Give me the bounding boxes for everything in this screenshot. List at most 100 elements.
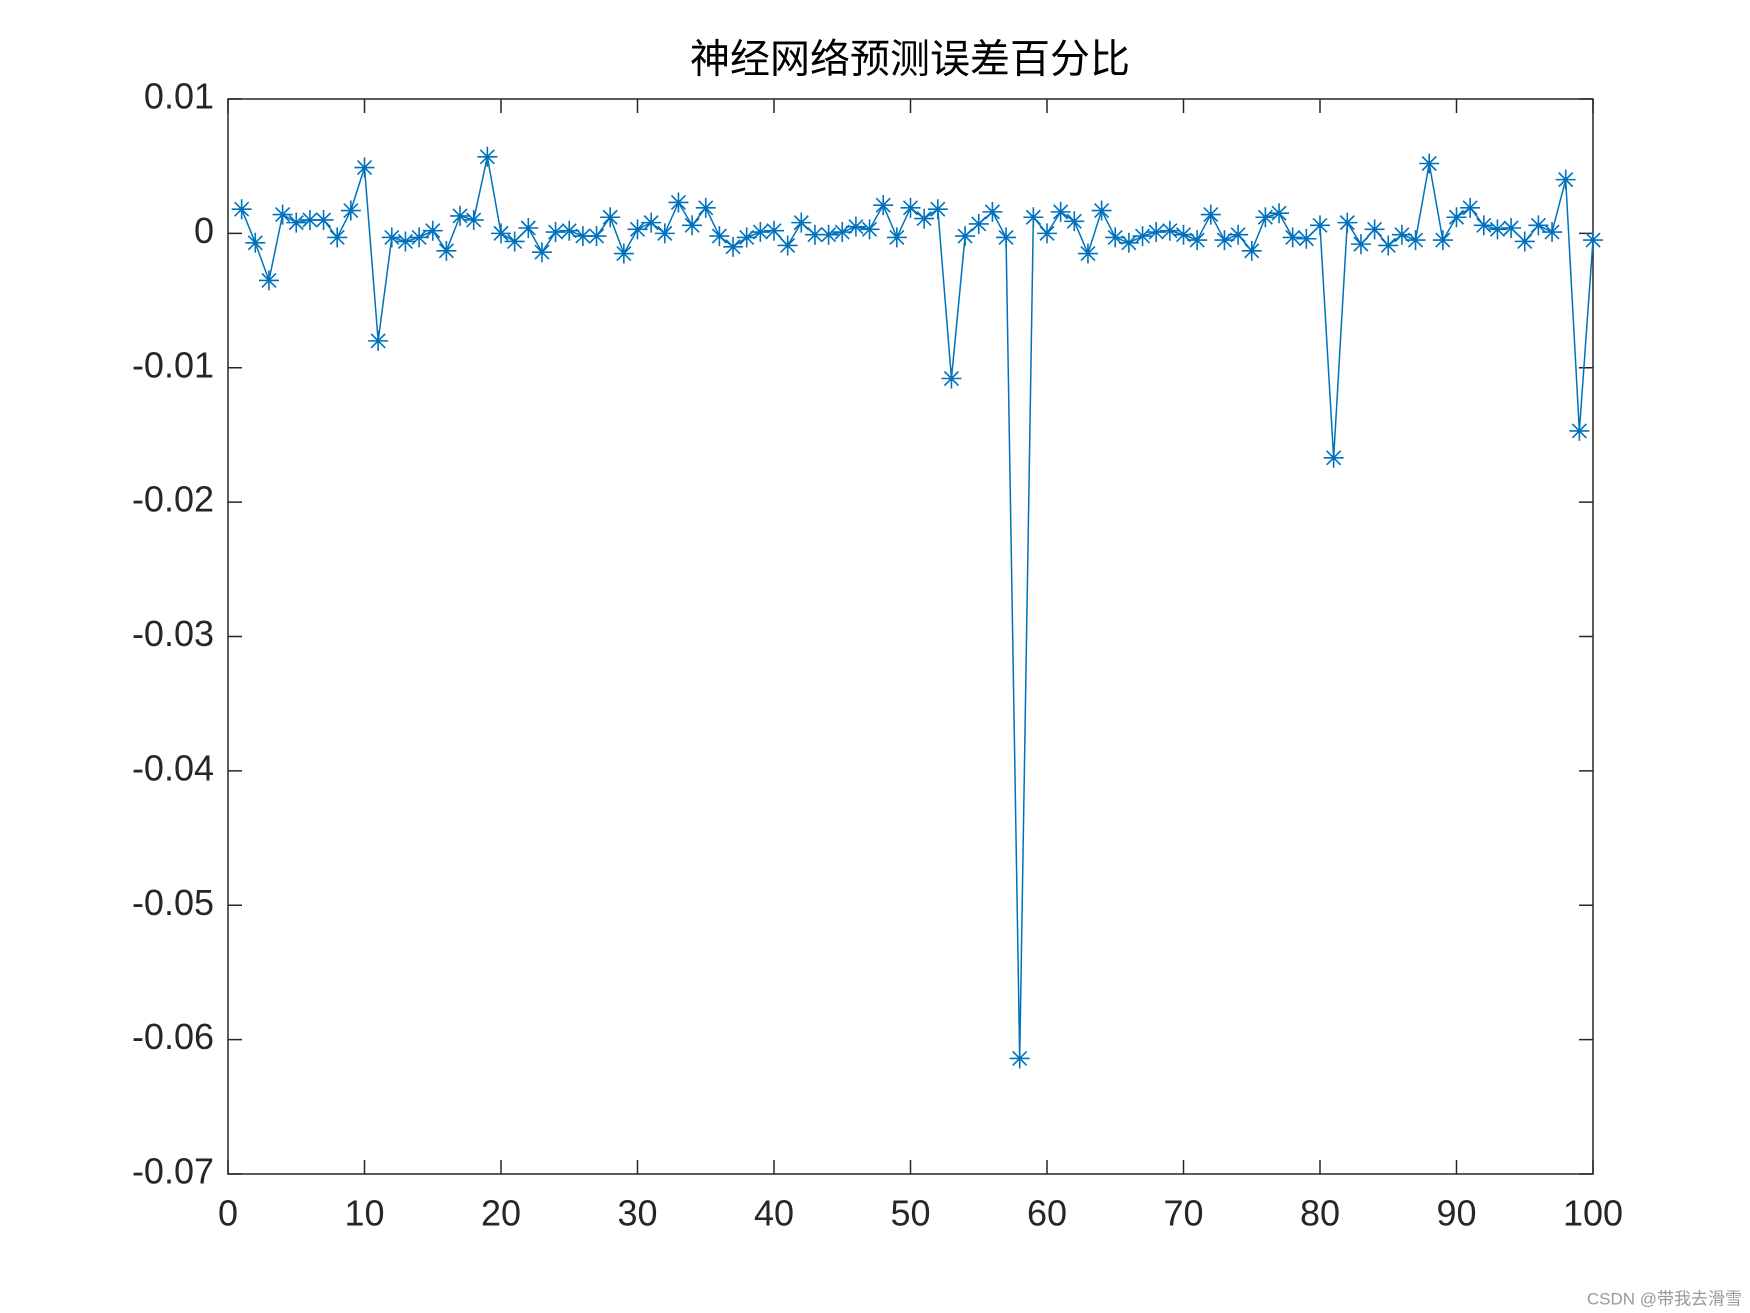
marker: [982, 201, 1003, 222]
marker: [354, 157, 375, 178]
marker: [900, 197, 921, 218]
marker: [1009, 1048, 1030, 1069]
marker: [859, 219, 880, 240]
y-tick-label: 0: [194, 210, 214, 251]
marker: [231, 199, 252, 220]
marker: [340, 200, 361, 221]
marker: [914, 208, 935, 229]
marker: [1214, 230, 1235, 251]
marker: [777, 235, 798, 256]
marker: [1228, 224, 1249, 245]
marker: [1350, 234, 1371, 255]
marker: [450, 205, 471, 226]
marker: [1296, 228, 1317, 249]
marker: [1501, 218, 1522, 238]
marker: [327, 227, 348, 248]
marker: [586, 226, 607, 247]
y-tick-label: -0.07: [132, 1151, 214, 1192]
marker: [1159, 220, 1180, 241]
marker: [381, 227, 402, 248]
marker: [395, 231, 416, 252]
x-tick-label: 0: [218, 1193, 238, 1234]
marker: [463, 209, 484, 230]
data-line: [240, 156, 1594, 1059]
marker: [245, 232, 266, 253]
marker: [1364, 219, 1385, 240]
marker: [996, 227, 1017, 248]
marker: [750, 222, 771, 243]
x-tick-label: 100: [1563, 1193, 1623, 1234]
marker: [1269, 203, 1290, 224]
marker: [491, 223, 511, 244]
marker: [1255, 207, 1276, 228]
x-tick-label: 80: [1300, 1193, 1340, 1234]
y-tick-label: -0.04: [132, 747, 214, 788]
marker: [572, 226, 593, 247]
marker: [873, 195, 894, 216]
marker: [764, 220, 784, 241]
x-tick-label: 20: [481, 1193, 521, 1234]
marker: [627, 219, 648, 240]
marker: [682, 215, 703, 236]
marker: [1514, 231, 1535, 252]
x-tick-label: 50: [890, 1193, 930, 1234]
x-tick-label: 30: [617, 1193, 657, 1234]
marker: [272, 204, 293, 225]
marker: [518, 218, 539, 238]
marker: [368, 330, 389, 351]
x-tick-label: 90: [1436, 1193, 1476, 1234]
marker: [1132, 226, 1153, 247]
marker: [1391, 224, 1412, 245]
marker: [1091, 200, 1112, 221]
marker: [1200, 204, 1221, 225]
marker: [927, 199, 948, 220]
marker: [436, 240, 457, 261]
marker: [422, 220, 443, 241]
y-tick-label: -0.02: [132, 479, 214, 520]
marker: [504, 231, 525, 252]
marker: [477, 146, 498, 167]
marker: [313, 209, 334, 230]
x-tick-label: 60: [1027, 1193, 1067, 1234]
y-tick-label: -0.01: [132, 344, 214, 385]
marker: [1050, 201, 1071, 222]
marker: [1473, 215, 1494, 236]
marker: [736, 227, 757, 248]
marker: [941, 368, 962, 389]
marker: [1023, 207, 1044, 228]
marker: [1528, 215, 1549, 236]
marker: [968, 213, 989, 234]
marker: [1569, 420, 1590, 441]
marker: [832, 222, 853, 243]
y-tick-label: -0.05: [132, 882, 214, 923]
plot-area: [227, 98, 1594, 1175]
marker: [1323, 447, 1344, 468]
marker: [695, 197, 716, 218]
marker: [1460, 197, 1481, 218]
marker: [1555, 169, 1576, 190]
marker: [1405, 230, 1426, 251]
marker: [1037, 223, 1057, 244]
marker: [559, 220, 580, 241]
marker: [1378, 235, 1399, 256]
marker: [1064, 211, 1085, 232]
marker: [654, 223, 675, 244]
marker: [1583, 230, 1603, 251]
marker: [531, 242, 552, 263]
watermark: CSDN @带我去滑雪: [1587, 1289, 1742, 1308]
y-tick-label: -0.03: [132, 613, 214, 654]
marker: [1310, 215, 1330, 236]
marker: [299, 209, 320, 230]
marker: [886, 227, 907, 248]
marker: [1432, 230, 1453, 251]
marker: [791, 212, 812, 233]
marker: [286, 212, 307, 233]
marker: [1077, 243, 1098, 264]
marker: [613, 243, 634, 264]
marker: [1146, 222, 1167, 243]
marker: [1105, 227, 1126, 248]
marker: [1173, 224, 1194, 245]
x-tick-label: 10: [344, 1193, 384, 1234]
chart-title: 神经网络预测误差百分比: [690, 38, 1130, 82]
